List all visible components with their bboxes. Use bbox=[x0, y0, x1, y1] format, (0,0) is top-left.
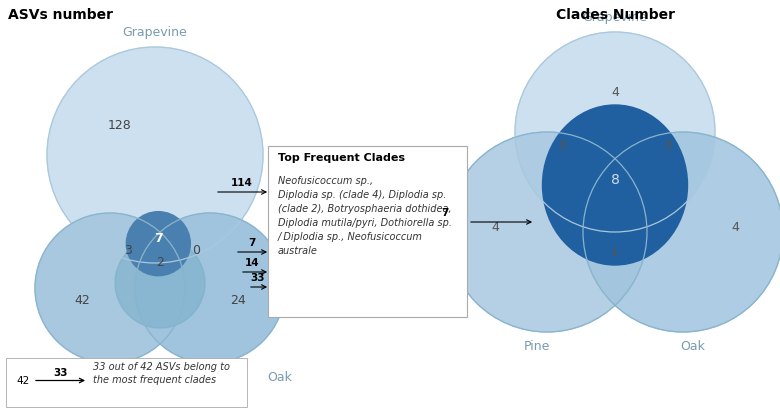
Text: 42: 42 bbox=[74, 293, 90, 307]
FancyBboxPatch shape bbox=[6, 358, 247, 407]
Text: 8: 8 bbox=[611, 173, 619, 187]
Text: Oak: Oak bbox=[268, 371, 292, 384]
Circle shape bbox=[47, 47, 263, 263]
Text: 14: 14 bbox=[245, 258, 259, 268]
Text: 7: 7 bbox=[248, 238, 256, 248]
Text: 24: 24 bbox=[230, 293, 246, 307]
Text: Grapevine: Grapevine bbox=[122, 26, 187, 39]
Text: 1: 1 bbox=[611, 245, 619, 259]
Text: Oak: Oak bbox=[681, 340, 705, 353]
Text: 0: 0 bbox=[558, 139, 566, 152]
Circle shape bbox=[35, 213, 185, 363]
Text: Clades Number: Clades Number bbox=[555, 8, 675, 22]
Text: 3: 3 bbox=[124, 243, 132, 256]
Text: 33: 33 bbox=[250, 273, 265, 283]
Text: 33: 33 bbox=[53, 367, 68, 377]
Text: 4: 4 bbox=[491, 220, 499, 233]
Text: 0: 0 bbox=[664, 139, 672, 152]
Text: 33 out of 42 ASVs belong to
the most frequent clades: 33 out of 42 ASVs belong to the most fre… bbox=[93, 362, 230, 385]
Circle shape bbox=[126, 212, 190, 276]
Text: 128: 128 bbox=[108, 118, 132, 132]
Text: Neofusicoccum sp.,
Diplodia sp. (clade 4), Diplodia sp.
(clade 2), Botryosphaeri: Neofusicoccum sp., Diplodia sp. (clade 4… bbox=[278, 176, 452, 256]
Circle shape bbox=[135, 213, 285, 363]
Text: 7: 7 bbox=[154, 232, 163, 245]
Text: Grapevine: Grapevine bbox=[583, 11, 647, 24]
Circle shape bbox=[447, 132, 647, 332]
Text: Pine: Pine bbox=[27, 371, 53, 384]
Text: 114: 114 bbox=[231, 178, 253, 188]
Circle shape bbox=[515, 32, 715, 232]
Text: 42: 42 bbox=[16, 376, 30, 386]
Text: 2: 2 bbox=[157, 256, 165, 269]
Text: 7: 7 bbox=[441, 208, 448, 218]
Circle shape bbox=[583, 132, 780, 332]
Ellipse shape bbox=[543, 105, 687, 265]
Text: ASVs number: ASVs number bbox=[8, 8, 113, 22]
FancyBboxPatch shape bbox=[268, 146, 467, 317]
Text: Pine: Pine bbox=[524, 340, 550, 353]
Text: Top Frequent Clades: Top Frequent Clades bbox=[278, 153, 405, 163]
Text: 4: 4 bbox=[611, 85, 619, 99]
Circle shape bbox=[115, 238, 205, 328]
Text: 4: 4 bbox=[731, 220, 739, 233]
Text: 0: 0 bbox=[192, 243, 200, 256]
